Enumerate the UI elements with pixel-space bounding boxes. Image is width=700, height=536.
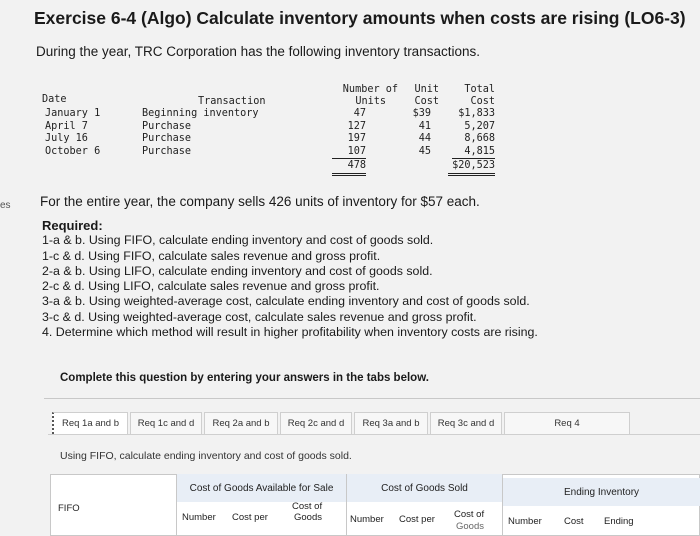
header-total-1: Total	[464, 84, 495, 95]
row-units: 127	[347, 120, 366, 132]
header-transaction: Transaction	[198, 96, 266, 107]
col-sold-cost-per: Cost per	[399, 514, 435, 525]
grid-divider	[176, 474, 177, 536]
header-unit-cost-1: Unit	[414, 84, 439, 95]
row-transaction: Beginning inventory	[142, 108, 259, 119]
grid-divider	[346, 474, 347, 536]
header-total-2: Cost	[470, 96, 495, 107]
table-row: July 16 Purchase 197 44 8,668	[42, 133, 502, 146]
complete-prompt: Complete this question by entering your …	[60, 372, 429, 384]
transactions-table: Date Transaction Number of Units Unit Co…	[42, 84, 502, 184]
intro-text: During the year, TRC Corporation has the…	[36, 44, 480, 59]
row-unit-cost: 44	[418, 133, 431, 144]
required-item: 2-c & d. Using LIFO, calculate sales rev…	[42, 279, 380, 294]
col-number: Number	[182, 512, 216, 523]
row-transaction: Purchase	[142, 145, 192, 157]
row-total: 8,668	[464, 133, 495, 144]
group-header-ending: Ending Inventory	[502, 478, 700, 506]
page-title: Exercise 6-4 (Algo) Calculate inventory …	[34, 8, 686, 28]
header-date: Date	[42, 94, 67, 105]
tab-req-1a-b[interactable]: Req 1a and b	[52, 412, 128, 434]
tab-req-3a-b[interactable]: Req 3a and b	[354, 412, 428, 434]
col-cost-of-goods-1: Cost of	[292, 501, 323, 512]
required-item: 4. Determine which method will result in…	[42, 325, 538, 340]
col-cost-per: Cost per	[232, 512, 268, 523]
row-total: $1,833	[458, 108, 495, 119]
required-item: 3-a & b. Using weighted-average cost, ca…	[42, 294, 530, 309]
required-item: 1-c & d. Using FIFO, calculate sales rev…	[42, 248, 381, 263]
header-units-2: Units	[355, 96, 386, 107]
group-header-sold: Cost of Goods Sold	[346, 474, 502, 502]
header-unit-cost-2: Cost	[414, 96, 439, 107]
required-item: 2-a & b. Using LIFO, calculate ending in…	[42, 263, 433, 278]
row-unit-cost: $39	[412, 108, 431, 119]
col-end-cost: Cost	[564, 516, 584, 527]
side-margin-mark: es	[0, 200, 11, 211]
row-units: 197	[347, 133, 366, 144]
row-units: 107	[332, 146, 366, 159]
tab-req-4[interactable]: Req 4	[504, 412, 630, 434]
totals-row: 478 $20,523	[42, 160, 502, 176]
table-row: January 1 Beginning inventory 47 $39 $1,…	[42, 108, 502, 121]
col-end-number: Number	[508, 516, 542, 527]
col-end-ending: Ending	[604, 516, 634, 527]
grid-divider	[502, 474, 503, 536]
table-row: October 6 Purchase 107 45 4,815	[42, 146, 502, 159]
total-units: 478	[332, 160, 366, 176]
row-transaction: Purchase	[142, 133, 192, 144]
table-row: April 7 Purchase 127 41 5,207	[42, 121, 502, 134]
row-total: 5,207	[464, 120, 495, 132]
sales-note: For the entire year, the company sells 4…	[40, 194, 480, 209]
row-date: January 1	[45, 108, 101, 119]
row-label-fifo: FIFO	[58, 503, 80, 514]
col-sold-number: Number	[350, 514, 384, 525]
total-cost: $20,523	[448, 160, 495, 176]
col-cost-of-goods-2: Goods	[294, 512, 322, 523]
tab-req-1c-d[interactable]: Req 1c and d	[130, 412, 202, 434]
tab-req-2a-b[interactable]: Req 2a and b	[204, 412, 278, 434]
tab-req-3c-d[interactable]: Req 3c and d	[430, 412, 502, 434]
header-units-1: Number of	[342, 84, 398, 95]
tab-bar: Req 1a and b Req 1c and d Req 2a and b R…	[48, 402, 700, 457]
row-date: July 16	[45, 133, 88, 144]
row-unit-cost: 41	[418, 120, 431, 132]
required-title: Required:	[42, 218, 103, 233]
row-units: 47	[353, 108, 366, 119]
row-transaction: Purchase	[142, 120, 192, 132]
row-total: 4,815	[452, 146, 495, 159]
row-date: April 7	[45, 120, 88, 132]
tab-instruction: Using FIFO, calculate ending inventory a…	[60, 450, 352, 462]
tab-req-2c-d[interactable]: Req 2c and d	[280, 412, 352, 434]
required-section: Required: 1-a & b. Using FIFO, calculate…	[42, 218, 538, 340]
row-date: October 6	[45, 145, 101, 157]
col-sold-cost-of-1: Cost of	[454, 509, 485, 520]
group-header-available: Cost of Goods Available for Sale	[176, 474, 346, 502]
row-unit-cost: 45	[418, 145, 431, 157]
required-item: 3-c & d. Using weighted-average cost, ca…	[42, 309, 477, 324]
tab-divider	[48, 434, 700, 435]
col-sold-cost-of-2: Goods	[456, 521, 484, 532]
required-item: 1-a & b. Using FIFO, calculate ending in…	[42, 233, 434, 248]
